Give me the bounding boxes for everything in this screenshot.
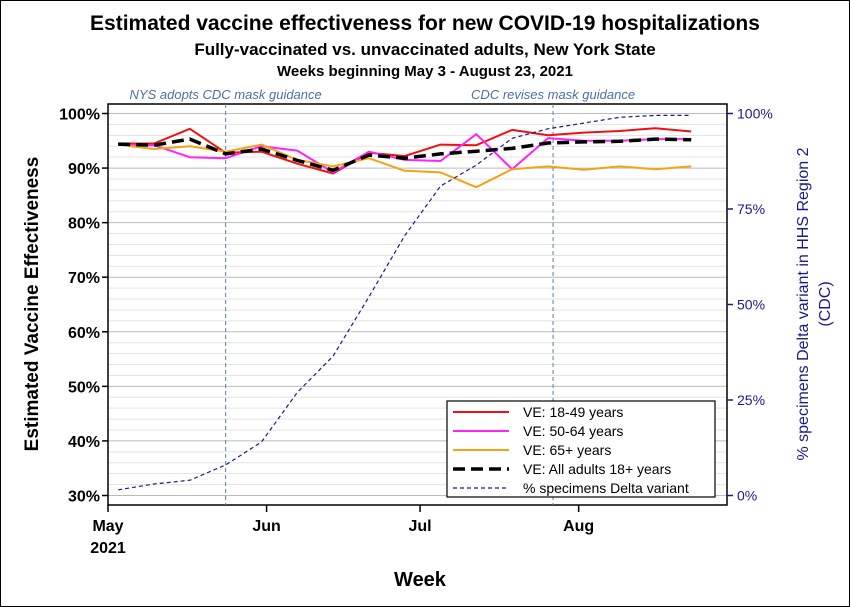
- y-tick-label: 90%: [68, 161, 100, 178]
- legend-label: % specimens Delta variant: [523, 480, 689, 496]
- series-line: [118, 137, 692, 173]
- y-tick-label: 60%: [68, 325, 100, 342]
- y-tick-label: 80%: [68, 216, 100, 233]
- y2-tick-label: 50%: [737, 297, 765, 313]
- y-tick-label: 70%: [68, 270, 100, 287]
- series-line: [118, 114, 692, 491]
- y2-axis-label-line2: (CDC): [817, 281, 834, 326]
- y-tick-label: 30%: [68, 489, 100, 506]
- x-tick-label: Jul: [408, 518, 431, 535]
- y2-axis-label-line1: % specimens Delta variant in HHS Region …: [795, 147, 812, 460]
- chart-title: Estimated vaccine effectiveness for new …: [90, 12, 760, 35]
- annotation-label: NYS adopts CDC mask guidance: [130, 87, 322, 102]
- x-tick-label: May: [92, 518, 123, 535]
- y-axis-label: Estimated Vaccine Effectiveness: [22, 157, 43, 452]
- series-line: [118, 143, 692, 189]
- y2-tick-label: 75%: [737, 201, 765, 217]
- series-line: [118, 127, 692, 175]
- y-tick-label: 50%: [68, 379, 100, 396]
- legend-label: VE: All adults 18+ years: [523, 461, 671, 477]
- y2-tick-label: 0%: [737, 488, 757, 504]
- y-tick-label: 40%: [68, 434, 100, 451]
- legend-label: VE: 50-64 years: [523, 423, 623, 439]
- x-tick-label: Jun: [252, 518, 280, 535]
- x-tick-sublabel: 2021: [90, 540, 126, 557]
- legend-label: VE: 18-49 years: [523, 404, 623, 420]
- y-tick-label: 100%: [59, 107, 100, 124]
- chart-subtitle: Fully-vaccinated vs. unvaccinated adults…: [194, 40, 656, 59]
- y2-tick-label: 100%: [737, 106, 773, 122]
- annotation-label: CDC revises mask guidance: [471, 87, 635, 102]
- x-tick-label: Aug: [563, 518, 594, 535]
- x-axis-label: Week: [394, 569, 447, 591]
- y2-tick-label: 25%: [737, 392, 765, 408]
- legend-label: VE: 65+ years: [523, 442, 611, 458]
- chart-subtitle-weeks: Weeks beginning May 3 - August 23, 2021: [277, 63, 573, 80]
- series-line: [118, 133, 692, 174]
